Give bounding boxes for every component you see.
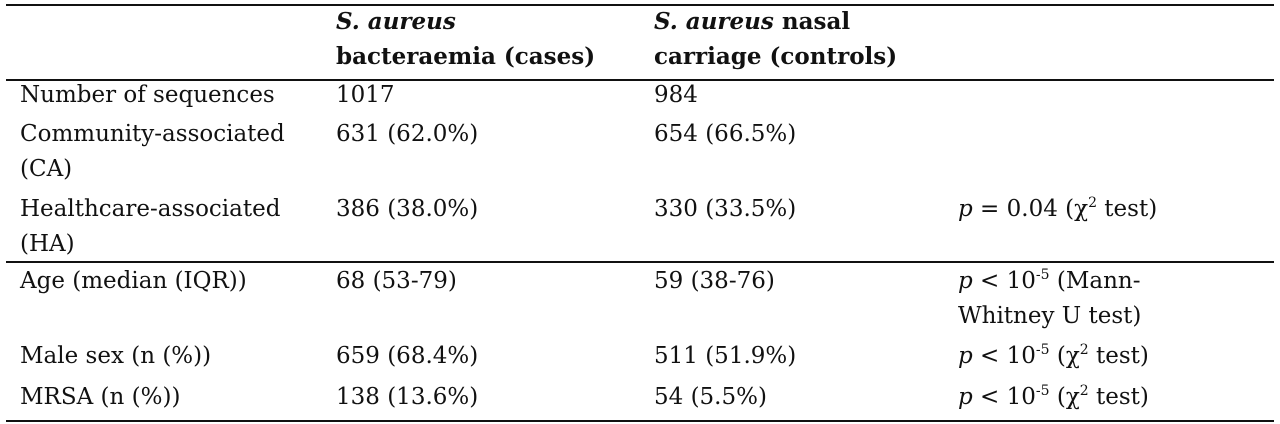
header-controls-rest2: carriage (controls) <box>654 43 898 70</box>
test-text-after: test) <box>1096 196 1158 222</box>
row-label: Community-associated (CA) <box>20 117 285 187</box>
header-cases-species: S. aureus <box>336 8 456 35</box>
p-symbol: p <box>958 384 973 410</box>
row-label: MRSA (n (%)) <box>20 384 181 410</box>
test-text-line2: Whitney U test) <box>958 303 1142 329</box>
row-label: Age (median (IQR)) <box>20 268 247 294</box>
row-controls: 984 <box>654 82 698 108</box>
test-text: < 10 <box>972 384 1036 410</box>
top-rule <box>6 4 1274 6</box>
row-controls: 54 (5.5%) <box>654 384 767 410</box>
row-test: p < 10-5 (χ2 test) <box>958 380 1149 415</box>
bottom-rule <box>6 420 1274 422</box>
header-controls: S. aureus nasal carriage (controls) <box>654 4 897 74</box>
row-cases: 631 (62.0%) <box>336 121 479 147</box>
row-test: p < 10-5 (Mann- Whitney U test) <box>958 264 1141 334</box>
test-text-after-2: test) <box>1088 343 1149 369</box>
row-controls: 59 (38-76) <box>654 268 775 294</box>
row-label: Male sex (n (%)) <box>20 343 212 369</box>
row-cases: 1017 <box>336 82 395 108</box>
row-controls: 511 (51.9%) <box>654 343 797 369</box>
p-symbol: p <box>958 343 973 369</box>
test-sup-2: 2 <box>1079 383 1089 399</box>
row-cases: 68 (53-79) <box>336 268 457 294</box>
row-label-line1: Healthcare-associated <box>20 196 281 222</box>
header-rule <box>6 79 1274 81</box>
row-cases: 659 (68.4%) <box>336 343 479 369</box>
test-text: < 10 <box>972 343 1036 369</box>
test-sup: -5 <box>1035 267 1050 283</box>
row-label-line1: Community-associated <box>20 121 285 147</box>
row-controls: 330 (33.5%) <box>654 196 797 222</box>
row-label-line2: (CA) <box>20 156 73 182</box>
test-text-after-2: test) <box>1088 384 1149 410</box>
row-cases: 386 (38.0%) <box>336 196 479 222</box>
test-sup: -5 <box>1035 342 1050 358</box>
test-text: < 10 <box>972 268 1036 294</box>
row-cases: 138 (13.6%) <box>336 384 479 410</box>
row-test: p = 0.04 (χ2 test) <box>958 192 1157 227</box>
test-sup: 2 <box>1088 195 1097 211</box>
results-table: S. aureus bacteraemia (cases) S. aureus … <box>6 0 1274 424</box>
test-text-after: (χ <box>1049 343 1080 369</box>
row-label: Healthcare-associated (HA) <box>20 192 280 262</box>
header-controls-rest1: nasal <box>773 8 851 35</box>
test-sup: -5 <box>1035 383 1050 399</box>
p-symbol: p <box>958 196 973 222</box>
row-controls: 654 (66.5%) <box>654 121 797 147</box>
p-symbol: p <box>958 268 973 294</box>
test-text-after: (χ <box>1049 384 1080 410</box>
row-test: p < 10-5 (χ2 test) <box>958 339 1149 374</box>
header-cases: S. aureus bacteraemia (cases) <box>336 4 595 74</box>
test-text-after: (Mann- <box>1049 268 1141 294</box>
header-cases-rest: bacteraemia (cases) <box>336 43 596 70</box>
row-label-line2: (HA) <box>20 231 75 257</box>
row-label: Number of sequences <box>20 82 275 108</box>
group-rule <box>6 261 1274 263</box>
test-text: = 0.04 (χ <box>972 196 1089 222</box>
header-controls-species: S. aureus <box>654 8 774 35</box>
test-sup-2: 2 <box>1079 342 1089 358</box>
